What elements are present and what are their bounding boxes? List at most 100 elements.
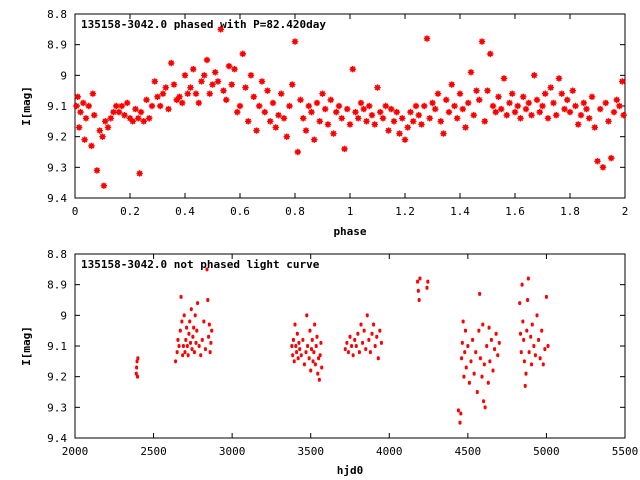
phased-data-point	[212, 69, 219, 76]
phased-data-point	[278, 90, 285, 97]
unphased-data-point	[471, 337, 475, 342]
unphased-x-tick-label: 4000	[376, 445, 403, 458]
unphased-data-point	[195, 328, 199, 333]
phased-y-tick-label: 9.1	[47, 100, 67, 113]
unphased-data-point	[203, 347, 207, 352]
phased-data-point	[443, 96, 450, 104]
unphased-data-point	[487, 325, 491, 330]
phased-data-point	[566, 108, 574, 116]
unphased-y-tick-label: 9	[60, 309, 67, 322]
phased-x-tick-label: 1.4	[450, 205, 470, 218]
unphased-data-point	[343, 347, 347, 352]
phased-data-point	[81, 136, 88, 143]
unphased-data-point	[524, 371, 528, 376]
phased-data-point	[165, 105, 172, 113]
phased-data-point	[341, 145, 348, 153]
phased-data-point	[80, 99, 87, 107]
unphased-data-point	[368, 350, 372, 355]
phased-data-point	[476, 96, 483, 104]
phased-data-point	[107, 115, 114, 122]
phased-data-point	[100, 182, 108, 189]
phased-data-point	[542, 90, 549, 97]
phased-data-point	[168, 59, 175, 67]
phased-data-point	[506, 99, 513, 107]
phased-data-point	[371, 121, 378, 128]
phased-data-point	[426, 115, 433, 122]
phased-data-point	[148, 102, 156, 110]
unphased-x-tick-label: 2000	[62, 445, 89, 458]
phased-data-point	[536, 108, 543, 116]
unphased-data-point	[544, 294, 548, 299]
phased-data-point	[302, 127, 310, 134]
unphased-data-point	[464, 328, 467, 333]
phased-data-point	[481, 118, 488, 125]
unphased-data-point	[475, 390, 479, 394]
unphased-data-point	[467, 380, 471, 385]
unphased-data-point	[522, 337, 526, 342]
phased-data-point	[514, 102, 521, 110]
unphased-data-point	[478, 291, 482, 296]
phased-data-point	[198, 78, 205, 85]
phased-x-tick-label: 0	[72, 205, 79, 218]
phased-data-point	[201, 72, 208, 79]
unphased-data-point	[496, 353, 500, 358]
unphased-data-point	[520, 282, 524, 287]
phased-data-point	[344, 105, 351, 113]
unphased-data-point	[417, 298, 421, 302]
phased-y-tick-label: 9.3	[47, 161, 67, 174]
unphased-data-point	[541, 362, 545, 367]
unphased-data-point	[192, 350, 196, 355]
phased-data-point	[140, 118, 147, 125]
phased-data-point	[423, 35, 431, 42]
unphased-data-point	[418, 276, 422, 281]
phased-y-tick-label: 9.4	[47, 192, 67, 205]
phased-data-point	[349, 66, 356, 73]
unphased-data-point	[521, 319, 525, 324]
unphased-data-point	[205, 267, 209, 272]
unphased-x-tick-label: 3000	[219, 445, 246, 458]
unphased-data-point	[494, 331, 498, 336]
phased-data-point	[619, 78, 626, 85]
phased-data-point	[242, 84, 249, 91]
unphased-data-point	[472, 371, 476, 376]
unphased-data-point	[181, 344, 185, 348]
phased-data-point	[352, 108, 359, 116]
unphased-data-point	[361, 340, 365, 345]
phased-data-point	[470, 112, 477, 119]
phased-data-point	[575, 121, 582, 128]
unphased-x-tick-label: 2500	[140, 445, 167, 458]
phased-data-point	[300, 115, 307, 122]
unphased-data-point	[543, 347, 547, 352]
phased-x-tick-label: 1.8	[560, 205, 580, 218]
unphased-data-point	[354, 344, 358, 348]
unphased-data-point	[299, 353, 303, 358]
phased-data-point	[75, 124, 83, 131]
phased-data-point	[118, 102, 125, 110]
phased-x-tick-label: 0.2	[120, 205, 140, 218]
unphased-data-point	[350, 344, 354, 348]
unphased-data-point	[294, 344, 298, 348]
phased-data-point	[280, 115, 288, 122]
phased-data-point	[577, 112, 585, 119]
phased-data-point	[561, 105, 568, 113]
phased-data-point	[569, 87, 576, 94]
unphased-data-point	[295, 350, 299, 355]
unphased-data-point	[200, 337, 204, 342]
phased-data-point	[135, 115, 142, 122]
unphased-data-point	[306, 344, 310, 348]
phased-data-point	[492, 108, 499, 116]
unphased-y-tick-label: 9.1	[47, 340, 67, 353]
phased-data-point	[489, 102, 497, 110]
phased-data-point	[269, 99, 277, 107]
phased-data-point	[346, 121, 354, 128]
unphased-data-point	[304, 350, 308, 355]
phased-data-point	[261, 108, 268, 116]
unphased-data-point	[416, 279, 420, 284]
phased-x-tick-label: 0.4	[175, 205, 195, 218]
unphased-data-point	[193, 313, 197, 318]
unphased-data-point	[136, 374, 140, 379]
phased-data-point	[407, 108, 414, 116]
phased-data-point	[267, 118, 274, 125]
phased-data-point	[382, 102, 389, 110]
phased-data-point	[324, 121, 332, 128]
